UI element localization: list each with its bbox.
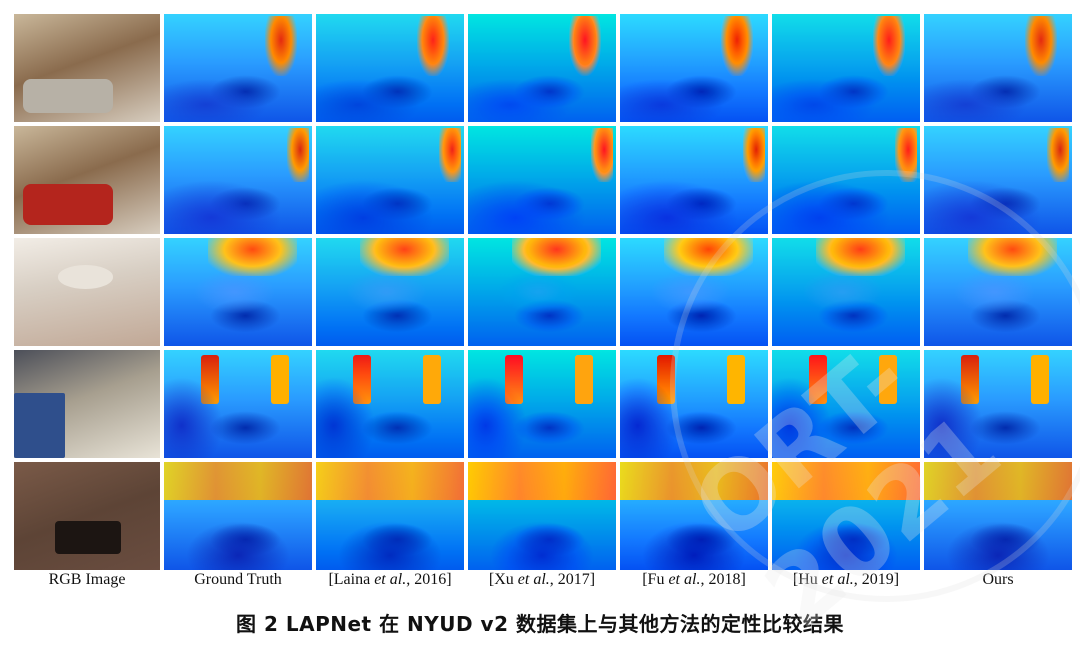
panel-row5-rgb-image — [14, 462, 160, 570]
panel-row3-ours — [924, 238, 1072, 346]
depth-map — [164, 14, 312, 122]
panel-row5-xu-2017 — [468, 462, 616, 570]
depth-map — [316, 350, 464, 458]
label-ours: Ours — [982, 571, 1014, 588]
panel-row5-ours — [924, 462, 1072, 570]
depth-map — [924, 238, 1072, 346]
panel-row1-fu-2018 — [620, 14, 768, 122]
depth-map — [468, 462, 616, 570]
depth-map — [468, 126, 616, 234]
panel-row2-ground-truth — [164, 126, 312, 234]
label-hu-2019: [Hu et al., 2019] — [792, 571, 900, 588]
depth-map — [164, 238, 312, 346]
panel-row2-hu-2019 — [772, 126, 920, 234]
rgb-photo — [14, 14, 160, 122]
panel-row5-laina-2016 — [316, 462, 464, 570]
rgb-photo — [14, 350, 160, 458]
panel-row1-xu-2017 — [468, 14, 616, 122]
panel-row2-fu-2018 — [620, 126, 768, 234]
rgb-photo — [14, 126, 160, 234]
depth-map — [620, 14, 768, 122]
panel-row5-fu-2018 — [620, 462, 768, 570]
depth-map — [924, 126, 1072, 234]
panel-row1-hu-2019 — [772, 14, 920, 122]
label-fu-2018: [Fu et al., 2018] — [642, 571, 746, 588]
depth-map — [620, 238, 768, 346]
panel-row4-ours — [924, 350, 1072, 458]
depth-map — [316, 14, 464, 122]
panel-row5-ground-truth — [164, 462, 312, 570]
depth-map — [620, 350, 768, 458]
panel-row3-xu-2017 — [468, 238, 616, 346]
panel-row3-fu-2018 — [620, 238, 768, 346]
depth-map — [924, 462, 1072, 570]
depth-map — [620, 462, 768, 570]
panel-row4-hu-2019 — [772, 350, 920, 458]
label-laina-2016: [Laina et al., 2016] — [328, 571, 452, 588]
depth-map — [468, 350, 616, 458]
depth-map — [164, 462, 312, 570]
panel-row4-xu-2017 — [468, 350, 616, 458]
panel-row4-ground-truth — [164, 350, 312, 458]
label-ground-truth: Ground Truth — [194, 571, 282, 588]
panel-row3-rgb-image — [14, 238, 160, 346]
depth-map — [316, 126, 464, 234]
panel-row1-ours — [924, 14, 1072, 122]
figure-caption: 图 2 LAPNet 在 NYUD v2 数据集上与其他方法的定性比较结果 — [236, 612, 844, 636]
panel-row2-ours — [924, 126, 1072, 234]
depth-map — [316, 238, 464, 346]
depth-map — [164, 350, 312, 458]
panel-row3-hu-2019 — [772, 238, 920, 346]
panel-row4-laina-2016 — [316, 350, 464, 458]
depth-map — [924, 350, 1072, 458]
panel-row2-rgb-image — [14, 126, 160, 234]
panel-row5-hu-2019 — [772, 462, 920, 570]
panel-row3-laina-2016 — [316, 238, 464, 346]
panel-row4-rgb-image — [14, 350, 160, 458]
depth-map — [772, 350, 920, 458]
panel-row2-laina-2016 — [316, 126, 464, 234]
panel-row1-rgb-image — [14, 14, 160, 122]
panel-row2-xu-2017 — [468, 126, 616, 234]
depth-map — [468, 14, 616, 122]
depth-map — [620, 126, 768, 234]
depth-map — [316, 462, 464, 570]
depth-map — [772, 238, 920, 346]
depth-map — [164, 126, 312, 234]
rgb-photo — [14, 238, 160, 346]
label-xu-2017: [Xu et al., 2017] — [488, 571, 596, 588]
panel-row3-ground-truth — [164, 238, 312, 346]
depth-map — [924, 14, 1072, 122]
rgb-photo — [14, 462, 160, 570]
depth-map — [772, 126, 920, 234]
panel-row1-ground-truth — [164, 14, 312, 122]
qualitative-comparison-grid — [14, 14, 1072, 570]
depth-map — [468, 238, 616, 346]
depth-map — [772, 462, 920, 570]
depth-map — [772, 14, 920, 122]
panel-row1-laina-2016 — [316, 14, 464, 122]
panel-row4-fu-2018 — [620, 350, 768, 458]
label-rgb-image: RGB Image — [48, 571, 126, 588]
column-labels: RGB Image Ground Truth [Laina et al., 20… — [14, 571, 1072, 589]
